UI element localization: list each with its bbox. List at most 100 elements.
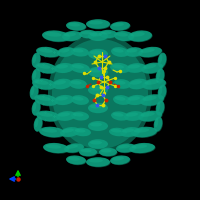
Ellipse shape — [113, 49, 124, 53]
Ellipse shape — [87, 158, 111, 167]
Ellipse shape — [125, 112, 145, 121]
Ellipse shape — [53, 79, 73, 90]
Ellipse shape — [111, 129, 122, 132]
Ellipse shape — [143, 64, 156, 69]
Ellipse shape — [35, 95, 58, 106]
Ellipse shape — [60, 127, 80, 137]
Ellipse shape — [58, 48, 76, 58]
Ellipse shape — [157, 102, 160, 111]
Ellipse shape — [33, 102, 36, 111]
Ellipse shape — [65, 144, 85, 153]
Ellipse shape — [155, 118, 158, 127]
Ellipse shape — [158, 53, 167, 68]
Ellipse shape — [36, 47, 60, 57]
Ellipse shape — [57, 112, 77, 121]
Ellipse shape — [143, 79, 167, 90]
Ellipse shape — [126, 113, 138, 117]
Ellipse shape — [52, 79, 72, 89]
Ellipse shape — [157, 70, 160, 79]
Ellipse shape — [88, 49, 108, 59]
Ellipse shape — [34, 117, 43, 132]
Ellipse shape — [132, 144, 147, 149]
Ellipse shape — [158, 53, 166, 67]
Ellipse shape — [56, 96, 68, 101]
Ellipse shape — [116, 32, 128, 37]
Ellipse shape — [32, 69, 41, 84]
Ellipse shape — [111, 111, 129, 121]
Ellipse shape — [68, 157, 80, 161]
Ellipse shape — [32, 101, 41, 116]
Ellipse shape — [48, 34, 152, 154]
Ellipse shape — [140, 112, 155, 117]
Ellipse shape — [71, 64, 91, 74]
Ellipse shape — [110, 128, 128, 137]
Ellipse shape — [73, 97, 84, 101]
Ellipse shape — [126, 95, 146, 105]
Ellipse shape — [110, 21, 130, 31]
Ellipse shape — [156, 101, 165, 116]
Ellipse shape — [118, 145, 130, 149]
Ellipse shape — [80, 30, 98, 39]
Ellipse shape — [114, 31, 134, 41]
Ellipse shape — [88, 67, 108, 77]
Ellipse shape — [90, 50, 102, 55]
Ellipse shape — [81, 149, 92, 152]
Ellipse shape — [43, 31, 71, 42]
Ellipse shape — [111, 156, 131, 165]
Ellipse shape — [117, 144, 137, 153]
Ellipse shape — [42, 128, 57, 133]
Ellipse shape — [68, 23, 80, 27]
Ellipse shape — [52, 39, 148, 149]
Ellipse shape — [71, 95, 89, 105]
Ellipse shape — [156, 69, 164, 83]
Ellipse shape — [128, 30, 152, 42]
Ellipse shape — [56, 111, 76, 121]
Ellipse shape — [33, 54, 36, 63]
Ellipse shape — [58, 113, 70, 117]
Ellipse shape — [64, 143, 84, 153]
Ellipse shape — [100, 30, 118, 39]
Ellipse shape — [72, 96, 90, 106]
Ellipse shape — [70, 63, 90, 73]
Ellipse shape — [128, 96, 140, 101]
Ellipse shape — [66, 145, 78, 149]
Ellipse shape — [90, 68, 102, 73]
Ellipse shape — [62, 128, 74, 133]
Ellipse shape — [37, 64, 50, 69]
Ellipse shape — [30, 85, 38, 99]
Ellipse shape — [54, 95, 74, 105]
Ellipse shape — [55, 96, 75, 106]
Ellipse shape — [111, 63, 131, 74]
Ellipse shape — [126, 48, 144, 57]
Ellipse shape — [99, 148, 117, 156]
Ellipse shape — [36, 111, 60, 121]
Ellipse shape — [63, 32, 83, 42]
Ellipse shape — [89, 49, 109, 60]
Ellipse shape — [72, 64, 84, 69]
Ellipse shape — [111, 22, 131, 31]
Ellipse shape — [36, 96, 51, 101]
Ellipse shape — [120, 127, 140, 137]
Ellipse shape — [72, 48, 90, 57]
Ellipse shape — [122, 128, 134, 133]
Ellipse shape — [158, 85, 167, 100]
Ellipse shape — [88, 31, 108, 41]
Ellipse shape — [73, 128, 91, 136]
Ellipse shape — [89, 67, 109, 78]
Ellipse shape — [38, 112, 53, 117]
Ellipse shape — [128, 79, 148, 89]
Ellipse shape — [35, 63, 57, 73]
Ellipse shape — [62, 31, 82, 41]
Ellipse shape — [57, 47, 75, 57]
Ellipse shape — [55, 64, 75, 74]
Ellipse shape — [124, 111, 144, 121]
Ellipse shape — [88, 21, 103, 24]
Ellipse shape — [141, 95, 164, 106]
Ellipse shape — [132, 127, 158, 138]
Ellipse shape — [81, 31, 92, 34]
Ellipse shape — [128, 65, 140, 69]
Ellipse shape — [70, 80, 88, 89]
Ellipse shape — [38, 48, 53, 53]
Ellipse shape — [30, 85, 39, 100]
Ellipse shape — [113, 113, 124, 117]
